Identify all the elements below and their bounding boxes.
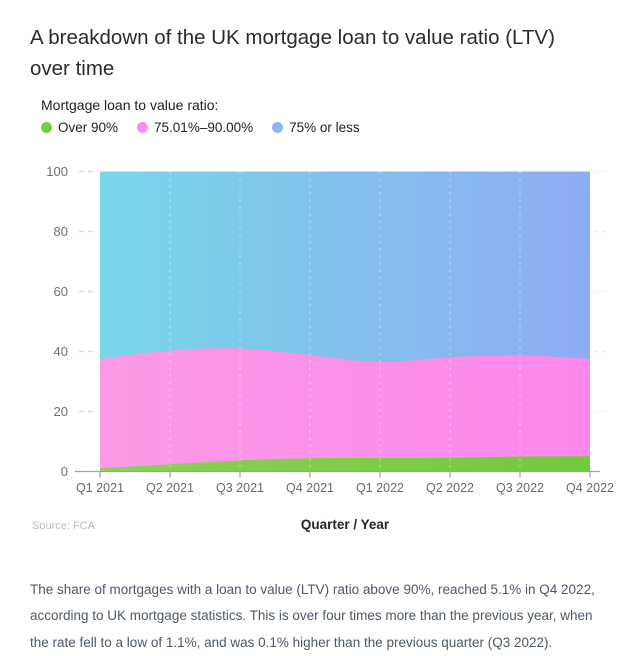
y-tick-label: 0: [61, 464, 68, 479]
y-tick-label: 100: [46, 164, 68, 179]
y-tick-label: 20: [54, 404, 68, 419]
area-75-01-to-90: [100, 348, 590, 471]
x-tick-label: Q3 2021: [216, 481, 264, 495]
y-tick-label: 60: [54, 284, 68, 299]
y-tick-label: 40: [54, 344, 68, 359]
x-axis-title: Quarter / Year: [30, 517, 640, 532]
x-tick-label: Q3 2022: [496, 481, 544, 495]
x-tick-label: Q1 2022: [356, 481, 404, 495]
ltv-stacked-area-chart: 0 20 40 60 80 100 Q1 2021 Q2 2021 Q3 2021 Q4 2021…: [0, 0, 640, 505]
y-tick-label: 80: [54, 224, 68, 239]
x-tick-label: Q4 2021: [286, 481, 334, 495]
x-tick-label: Q1 2021: [76, 481, 124, 495]
x-tick-label: Q2 2022: [426, 481, 474, 495]
footnote-text: The share of mortgages with a loan to va…: [30, 577, 614, 656]
x-tick-label: Q2 2021: [146, 481, 194, 495]
x-tick-label: Q4 2022: [566, 481, 614, 495]
